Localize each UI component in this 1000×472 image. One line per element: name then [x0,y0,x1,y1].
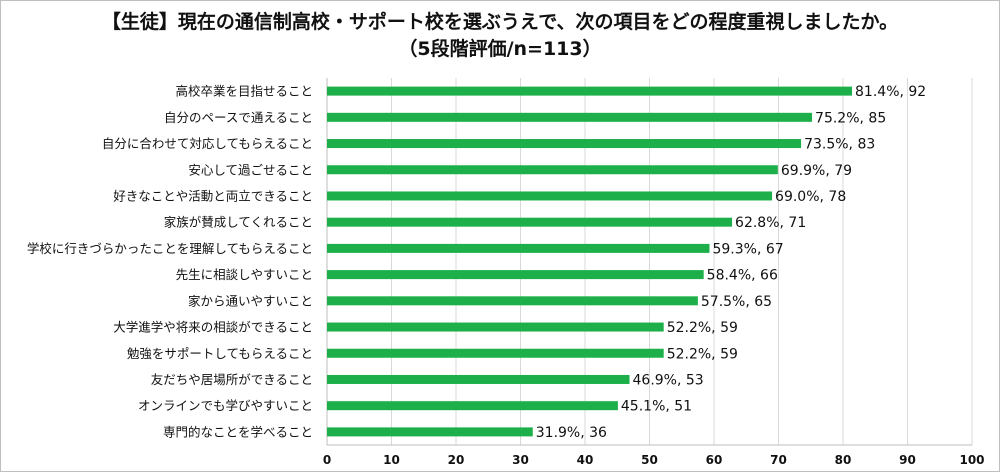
data-label: 46.9%, 53 [633,372,704,388]
bar [327,296,698,306]
x-tick-label: 20 [448,453,465,467]
data-label: 75.2%, 85 [815,110,886,126]
category-label: 学校に行きづらかったことを理解してもらえること [27,241,313,256]
data-label: 57.5%, 65 [701,294,772,310]
bar [327,374,630,384]
data-label: 58.4%, 66 [707,268,778,284]
bar [327,348,664,358]
bar [327,191,773,201]
data-label: 52.2%, 59 [667,320,738,336]
bar [327,427,533,437]
bar [327,112,813,122]
data-label: 59.3%, 67 [712,241,783,257]
bar [327,217,733,227]
data-label: 73.5%, 83 [804,137,875,153]
x-tick-label: 60 [706,453,723,467]
bar [327,401,618,411]
bar [327,86,853,96]
category-label: 安心して過ごせること [188,162,313,177]
x-tick-label: 70 [770,453,787,467]
category-label: 家族が賛成してくれること [164,215,313,230]
data-label: 69.0%, 78 [775,189,846,205]
data-label: 45.1%, 51 [621,399,692,415]
x-tick-label: 30 [512,453,529,467]
bar [327,243,710,253]
category-label: 好きなことや活動と両立できること [113,188,313,203]
chart-subtitle: （5段階評価/n=113） [398,38,602,60]
x-tick-label: 90 [899,453,916,467]
data-label: 31.9%, 36 [536,425,607,441]
bar [327,322,664,332]
data-label: 62.8%, 71 [735,215,806,231]
data-label: 81.4%, 92 [855,84,926,100]
bar [327,139,802,149]
bar [327,165,778,175]
x-tick-label: 10 [383,453,400,467]
category-label: 高校卒業を目指せること [175,84,313,99]
x-tick-label: 40 [577,453,594,467]
category-label: 先生に相談しやすいこと [176,267,313,282]
x-tick-label: 80 [835,453,852,467]
x-tick-label: 0 [323,453,331,467]
category-label: 専門的なことを学べること [163,424,313,439]
category-label: オンラインでも学びやすいこと [138,398,313,413]
data-label: 69.9%, 79 [781,163,852,179]
chart-title: 【生徒】現在の通信制高校・サポート校を選ぶうえで、次の項目をどの程度重視しました… [101,11,899,33]
category-label: 自分に合わせて対応してもらえること [102,136,313,151]
category-label: 家から通いやすいこと [188,293,313,308]
bar [327,270,704,280]
category-label: 勉強をサポートしてもらえること [127,346,313,361]
data-label: 52.2%, 59 [667,346,738,362]
category-label: 大学進学や将来の相談ができること [113,320,313,335]
x-tick-label: 50 [641,453,658,467]
category-label: 自分のペースで通えること [164,110,313,125]
category-label: 友だちや居場所ができること [151,372,313,387]
x-tick-label: 100 [959,453,984,467]
